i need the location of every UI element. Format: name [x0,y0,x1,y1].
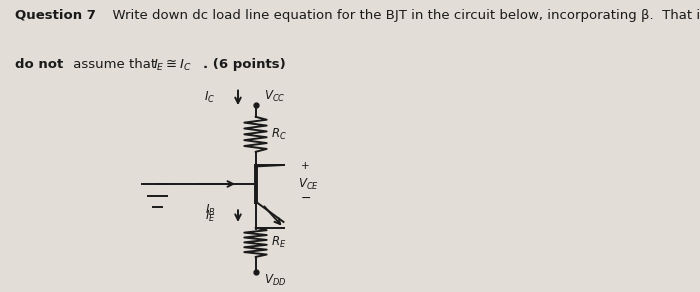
Text: +: + [301,161,309,171]
Text: Write down dc load line equation for the BJT in the circuit below, incorporating: Write down dc load line equation for the… [104,9,700,22]
Text: $I_C$: $I_C$ [204,90,216,105]
Text: . (6 points): . (6 points) [203,58,286,72]
Text: $R_E$: $R_E$ [271,235,286,250]
Text: $V_{CC}$: $V_{CC}$ [264,88,286,104]
Text: $V_{DD}$: $V_{DD}$ [264,273,286,288]
Text: do not: do not [15,58,64,72]
Text: $I_E \cong I_C$: $I_E \cong I_C$ [153,58,191,74]
Text: $V_{CE}$: $V_{CE}$ [298,176,318,192]
Text: −: − [301,192,312,205]
Text: assume that: assume that [69,58,160,72]
Text: $R_C$: $R_C$ [271,127,287,142]
Text: $I_E$: $I_E$ [204,208,216,224]
Text: $I_B$: $I_B$ [204,203,216,218]
Text: Question 7: Question 7 [15,9,97,22]
